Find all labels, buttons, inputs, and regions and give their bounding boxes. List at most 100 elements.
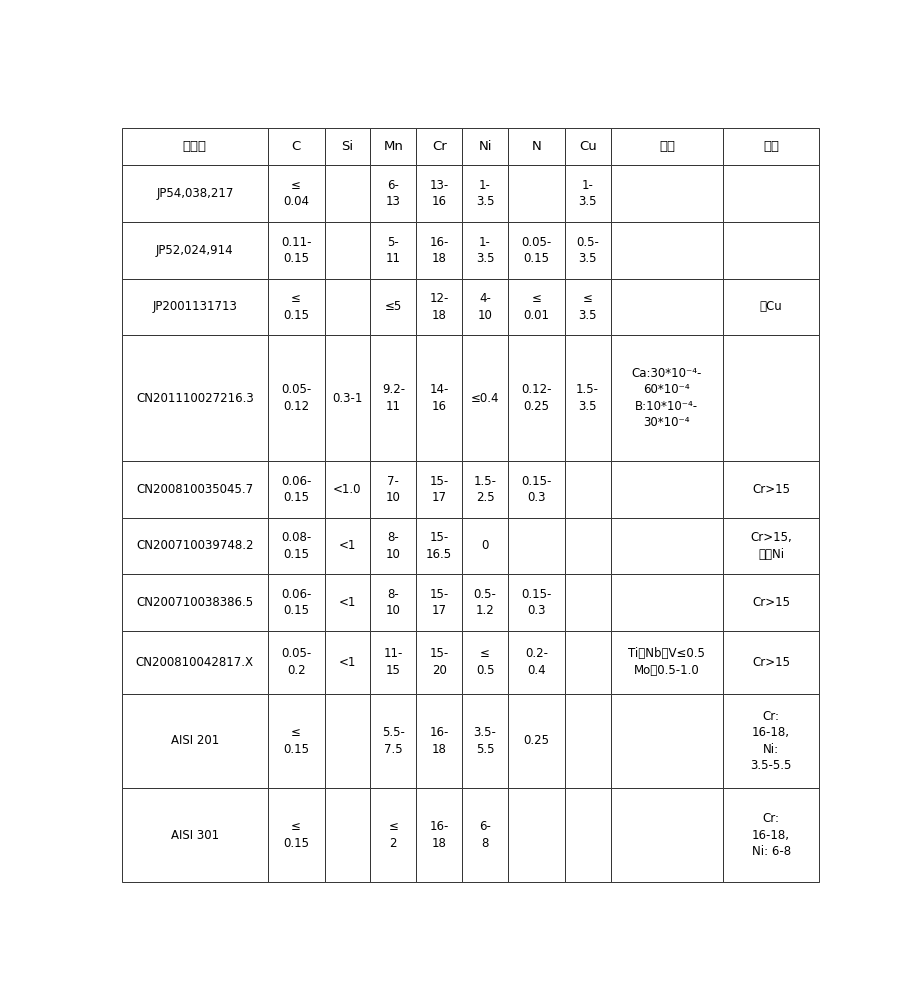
Text: 申请号: 申请号 xyxy=(183,140,207,153)
Text: 4-
10: 4- 10 xyxy=(477,292,493,322)
Text: 15-
17: 15- 17 xyxy=(430,475,449,504)
Bar xyxy=(416,335,462,461)
Text: 11-
15: 11- 15 xyxy=(384,647,403,677)
Text: 3.5-
5.5: 3.5- 5.5 xyxy=(474,726,497,756)
Bar xyxy=(370,335,416,461)
Text: JP54,038,217: JP54,038,217 xyxy=(156,187,233,200)
Bar xyxy=(508,279,565,335)
Bar xyxy=(416,518,462,574)
Text: 1.5-
3.5: 1.5- 3.5 xyxy=(577,383,599,413)
Bar xyxy=(610,694,723,788)
Bar xyxy=(565,222,610,279)
Text: 6-
8: 6- 8 xyxy=(479,820,491,850)
Text: ≤
2: ≤ 2 xyxy=(388,820,398,850)
Bar xyxy=(122,222,268,279)
Text: ≤
0.5: ≤ 0.5 xyxy=(476,647,494,677)
Text: Ti、Nb、V≤0.5
Mo：0.5-1.0: Ti、Nb、V≤0.5 Mo：0.5-1.0 xyxy=(629,647,705,677)
Text: ≤
0.15: ≤ 0.15 xyxy=(283,726,309,756)
Text: 0.05-
0.12: 0.05- 0.12 xyxy=(281,383,311,413)
Text: CN200810042817.X: CN200810042817.X xyxy=(136,656,254,669)
Bar xyxy=(723,128,819,165)
Bar xyxy=(565,165,610,222)
Text: 0.15-
0.3: 0.15- 0.3 xyxy=(521,588,552,617)
Bar xyxy=(610,279,723,335)
Bar xyxy=(268,222,325,279)
Text: 0.12-
0.25: 0.12- 0.25 xyxy=(521,383,552,413)
Bar xyxy=(723,279,819,335)
Bar xyxy=(610,574,723,631)
Bar xyxy=(122,165,268,222)
Bar xyxy=(565,631,610,694)
Text: Cr: Cr xyxy=(431,140,446,153)
Text: ≤5: ≤5 xyxy=(385,300,402,313)
Text: Cr>15: Cr>15 xyxy=(752,596,790,609)
Text: 0.08-
0.15: 0.08- 0.15 xyxy=(281,531,311,561)
Bar xyxy=(462,518,508,574)
Bar xyxy=(565,788,610,882)
Text: 5.5-
7.5: 5.5- 7.5 xyxy=(382,726,405,756)
Bar xyxy=(508,518,565,574)
Bar xyxy=(610,631,723,694)
Text: 8-
10: 8- 10 xyxy=(386,531,401,561)
Bar xyxy=(416,279,462,335)
Bar xyxy=(508,165,565,222)
Bar xyxy=(610,461,723,518)
Bar xyxy=(416,788,462,882)
Text: AISI 201: AISI 201 xyxy=(171,734,219,747)
Bar xyxy=(122,574,268,631)
Bar xyxy=(610,335,723,461)
Text: 0.11-
0.15: 0.11- 0.15 xyxy=(281,236,311,265)
Bar xyxy=(462,165,508,222)
Bar xyxy=(565,574,610,631)
Text: <1.0: <1.0 xyxy=(333,483,362,496)
Bar xyxy=(268,631,325,694)
Bar xyxy=(325,165,370,222)
Text: 9.2-
11: 9.2- 11 xyxy=(382,383,405,413)
Text: 16-
18: 16- 18 xyxy=(430,820,449,850)
Text: 16-
18: 16- 18 xyxy=(430,236,449,265)
Bar xyxy=(122,694,268,788)
Bar xyxy=(462,222,508,279)
Text: CN200810035045.7: CN200810035045.7 xyxy=(136,483,253,496)
Bar xyxy=(723,165,819,222)
Bar xyxy=(122,518,268,574)
Text: 1-
3.5: 1- 3.5 xyxy=(578,179,597,208)
Bar xyxy=(610,518,723,574)
Text: 特点: 特点 xyxy=(763,140,779,153)
Text: 14-
16: 14- 16 xyxy=(430,383,449,413)
Text: CN200710039748.2: CN200710039748.2 xyxy=(136,539,253,552)
Text: ≤
0.15: ≤ 0.15 xyxy=(283,292,309,322)
Text: 13-
16: 13- 16 xyxy=(430,179,449,208)
Bar xyxy=(508,128,565,165)
Text: ≤
0.01: ≤ 0.01 xyxy=(523,292,549,322)
Bar xyxy=(565,128,610,165)
Bar xyxy=(122,631,268,694)
Text: Ni: Ni xyxy=(478,140,492,153)
Text: 7-
10: 7- 10 xyxy=(386,475,401,504)
Bar xyxy=(325,335,370,461)
Bar xyxy=(122,128,268,165)
Bar xyxy=(723,461,819,518)
Bar xyxy=(268,128,325,165)
Bar xyxy=(268,279,325,335)
Bar xyxy=(462,574,508,631)
Bar xyxy=(462,461,508,518)
Bar xyxy=(508,222,565,279)
Bar xyxy=(370,128,416,165)
Bar xyxy=(610,128,723,165)
Text: Cr>15: Cr>15 xyxy=(752,656,790,669)
Text: Mn: Mn xyxy=(384,140,403,153)
Bar xyxy=(325,694,370,788)
Text: ≤
3.5: ≤ 3.5 xyxy=(578,292,597,322)
Text: 5-
11: 5- 11 xyxy=(386,236,401,265)
Bar xyxy=(565,694,610,788)
Text: Cr:
16-18,
Ni:
3.5-5.5: Cr: 16-18, Ni: 3.5-5.5 xyxy=(750,710,792,772)
Bar xyxy=(565,335,610,461)
Bar xyxy=(268,694,325,788)
Text: AISI 301: AISI 301 xyxy=(171,829,218,842)
Bar xyxy=(723,694,819,788)
Text: 1.5-
2.5: 1.5- 2.5 xyxy=(474,475,497,504)
Bar xyxy=(610,788,723,882)
Text: Cr>15: Cr>15 xyxy=(752,483,790,496)
Bar xyxy=(268,518,325,574)
